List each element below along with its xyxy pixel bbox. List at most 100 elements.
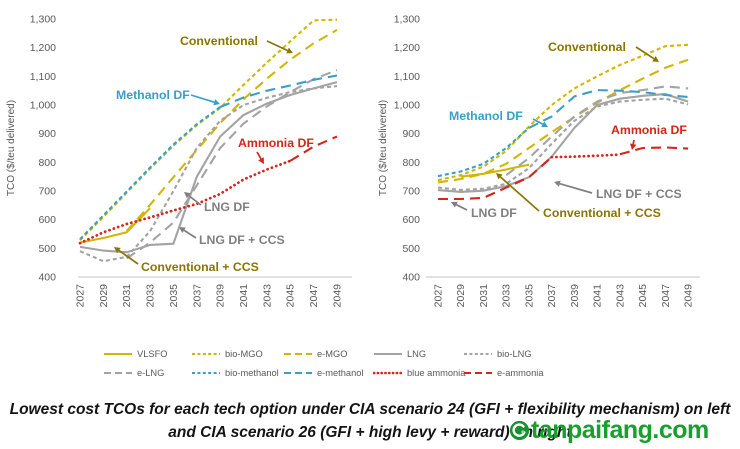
tco-chart-left: 1,300 1,200 1,100 1,000 900 800 700 600 500 400 TC… [6, 14, 352, 308]
annotation-arrow [532, 118, 544, 125]
y-tick-label: 500 [402, 243, 420, 255]
x-tick-label: 2033 [145, 284, 157, 308]
legend-line-swatch [284, 352, 312, 355]
series-e-LNG [505, 85, 689, 177]
legend-item-VLSFO: VLSFO [103, 349, 191, 359]
y-tick-label: 600 [402, 214, 420, 226]
annotation-ammonia-df: Ammonia DF [238, 136, 314, 150]
x-tick-label: 2045 [637, 284, 649, 308]
annotation-arrow [499, 176, 540, 212]
x-tick-label: 2035 [168, 284, 180, 308]
x-tick-label: 2031 [121, 284, 133, 308]
y-tick-label: 500 [38, 243, 56, 255]
x-tick-label: 2039 [215, 284, 227, 308]
x-tick-label: 2041 [238, 284, 250, 308]
annotation-arrow [635, 46, 655, 60]
series-e-LNG [126, 69, 338, 260]
x-tick-label: 2049 [331, 284, 343, 308]
x-tick-label: 2041 [592, 284, 604, 308]
figure-caption: Lowest cost TCOs for each tech option un… [0, 398, 740, 444]
legend-label: bio-MGO [225, 348, 263, 359]
x-tick-label: 2029 [98, 284, 110, 308]
x-tick-label: 2043 [261, 284, 273, 308]
series-e-ammonia [619, 146, 689, 156]
y-tick-label: 1,100 [30, 71, 56, 83]
series-blue-ammonia [78, 159, 292, 245]
annotation-arrow [118, 249, 139, 265]
annotation-arrowhead [213, 99, 220, 106]
x-tick-label: 2049 [683, 284, 695, 308]
legend-item-LNG: LNG [373, 349, 463, 359]
legend-line-swatch [104, 371, 132, 374]
annotation-arrowhead [554, 180, 561, 187]
y-tick-label: 400 [38, 272, 56, 284]
y-tick-label: 800 [402, 157, 420, 169]
annotation-conventional-ccs: Conventional + CCS [141, 260, 259, 274]
chart-right-box: 1,300 1,200 1,100 1,000 900 800 700 600 500 400 TC… [370, 0, 740, 335]
y-tick-label: 1,100 [394, 71, 420, 83]
legend-label: e-MGO [317, 348, 348, 359]
legend-label: e-ammonia [497, 367, 544, 378]
legend-line-swatch [192, 371, 220, 374]
legend-label: LNG [407, 348, 427, 359]
y-tick-label: 900 [38, 128, 56, 140]
annotation-lng-df-ccs: LNG DF + CCS [199, 233, 285, 247]
y-tick-label: 900 [402, 128, 420, 140]
annotation-lng-df-ccs: LNG DF + CCS [596, 187, 682, 201]
x-tick-label: 2029 [455, 284, 467, 308]
annotation-arrow [190, 94, 215, 104]
legend-item-bio-methanol: bio-methanol [191, 368, 283, 378]
y-tick-label: 700 [38, 186, 56, 198]
tco-chart-right: 1,300 1,200 1,100 1,000 900 800 700 600 500 400 TC… [378, 14, 700, 308]
annotation-conventional: Conventional [548, 40, 626, 54]
legend-item-e-ammonia: e-ammonia [463, 368, 555, 378]
x-tick-label: 2035 [523, 284, 535, 308]
y-tick-label: 1,200 [30, 42, 56, 54]
x-tick-label: 2047 [660, 284, 672, 308]
legend-line-swatch [374, 352, 402, 355]
series-e-methanol [219, 74, 338, 108]
y-tick-label: 1,000 [394, 100, 420, 112]
x-tick-label: 2031 [478, 284, 490, 308]
y-tick-label: 400 [402, 272, 420, 284]
legend-label: e-methanol [317, 367, 364, 378]
legend-label: blue ammonia [407, 367, 466, 378]
legend-item-e-LNG: e-LNG [103, 368, 191, 378]
caption-line-2: and CIA scenario 26 (GFI + high levy + r… [168, 424, 572, 441]
annotation-methanol-df: Methanol DF [116, 88, 190, 102]
watermark-text: tanpaifang.com [531, 416, 709, 444]
annotation-arrow [455, 203, 468, 211]
annotation-arrowhead [541, 121, 548, 127]
x-tick-label: 2047 [308, 284, 320, 308]
legend-line-swatch [464, 371, 492, 374]
x-tick-label: 2043 [614, 284, 626, 308]
series-VLSFO [79, 207, 151, 244]
y-tick-label: 1,300 [30, 14, 56, 26]
annotation-arrow [632, 139, 635, 145]
annotation-arrow [559, 182, 593, 194]
series-e-MGO [125, 28, 338, 232]
x-tick-label: 2045 [285, 284, 297, 308]
x-tick-label: 2027 [75, 284, 87, 308]
annotation-arrow [188, 194, 202, 206]
legend-line-swatch [104, 352, 132, 355]
x-tick-label: 2037 [191, 284, 203, 308]
legend-line-swatch [284, 371, 312, 374]
series-bio-LNG [79, 85, 338, 263]
legend-item-bio-LNG: bio-LNG [463, 349, 555, 359]
legend-item-e-methanol: e-methanol [283, 368, 373, 378]
annotation-arrowhead [258, 157, 264, 164]
legend-label: bio-LNG [497, 348, 532, 359]
x-tick-label: 2027 [433, 284, 445, 308]
legend-label: bio-methanol [225, 367, 279, 378]
y-axis-title: TCO ($/teu delivered) [6, 100, 17, 196]
legend-line-swatch [192, 352, 220, 355]
annotation-lng-df: LNG DF [204, 200, 250, 214]
chart-legend: VLSFO bio-MGO e-MGO LNG bio-LNG e-LNG bio-meth… [103, 344, 555, 382]
series-LNG [437, 93, 689, 193]
chart-left-box: 1,300 1,200 1,100 1,000 900 800 700 600 500 400 TC… [0, 0, 370, 335]
series-bio-LNG [437, 97, 689, 191]
y-tick-label: 1,000 [30, 100, 56, 112]
annotation-arrowhead [184, 192, 191, 199]
